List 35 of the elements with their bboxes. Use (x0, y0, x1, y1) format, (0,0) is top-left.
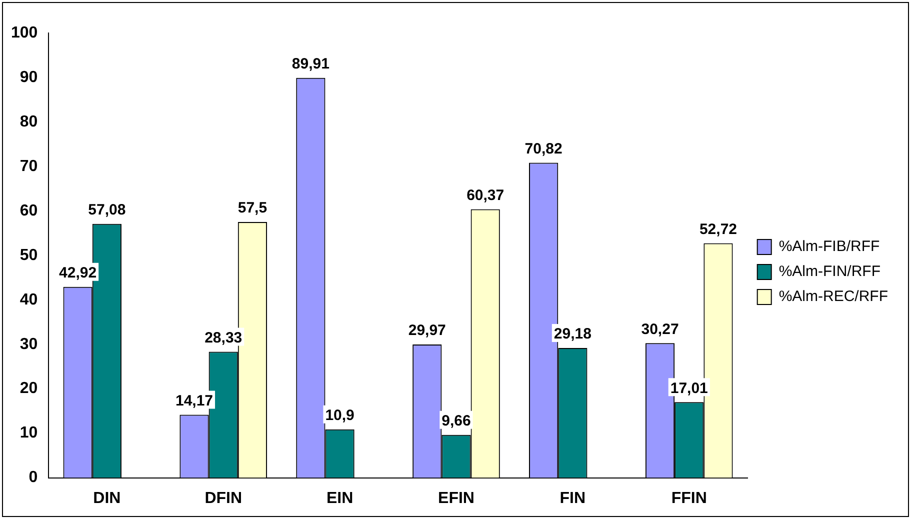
x-tick-label: DFIN (204, 490, 242, 507)
data-label: 57,5 (238, 200, 268, 217)
data-label: 52,72 (699, 220, 738, 238)
x-tick-label: EIN (326, 490, 354, 507)
y-tick-label: 100 (10, 24, 38, 42)
data-label: 70,82 (524, 140, 562, 158)
y-tick-label: 70 (20, 158, 38, 175)
data-label: 89,91 (292, 56, 330, 73)
x-tick-label: FFIN (671, 490, 707, 507)
data-label: 28,33 (204, 329, 242, 346)
y-tick-label: 40 (20, 291, 38, 308)
data-label: 42,92 (59, 264, 97, 282)
data-label: 29,18 (554, 326, 592, 343)
legend-label: %Alm-REC/RFF (778, 288, 888, 306)
x-tick-label: DIN (93, 490, 121, 507)
x-tick-label: EFIN (438, 490, 474, 507)
legend-label: %Alm-FIN/RFF (778, 263, 880, 280)
data-label: 60,37 (466, 186, 504, 204)
data-label: 17,01 (670, 380, 708, 397)
data-label: 10,9 (325, 406, 354, 424)
data-label: 14,17 (175, 392, 214, 410)
y-tick-label: 10 (20, 424, 38, 442)
data-label: 30,27 (641, 320, 679, 338)
data-label: 29,97 (408, 322, 446, 340)
y-tick-label: 30 (20, 336, 38, 353)
data-label: 9,66 (442, 412, 471, 430)
x-tick-label: FIN (560, 490, 586, 507)
y-tick-label: 80 (20, 113, 38, 130)
legend-label: %Alm-FIB/RFF (778, 238, 880, 256)
y-tick-label: 60 (20, 202, 38, 220)
y-tick-label: 90 (20, 68, 38, 86)
y-tick-label: 50 (20, 246, 38, 264)
y-tick-label: 0 (28, 469, 38, 486)
data-label: 57,08 (88, 202, 126, 219)
y-tick-label: 20 (20, 380, 38, 398)
